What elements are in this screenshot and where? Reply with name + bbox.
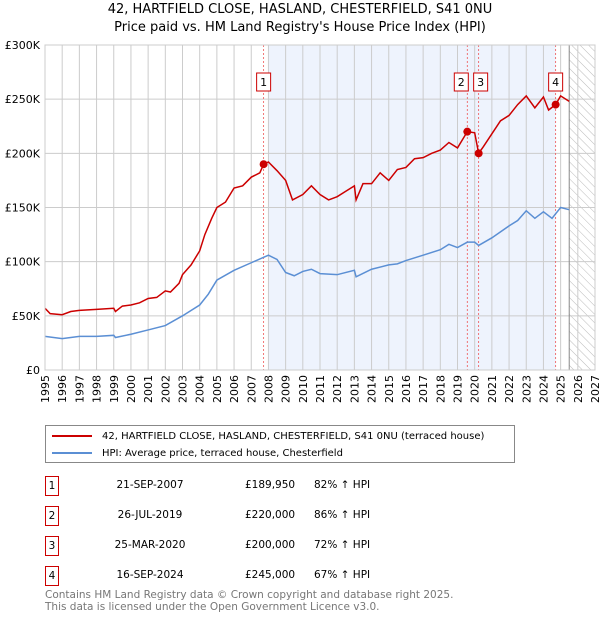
sale-label-box — [548, 72, 564, 92]
sale-marker-box: 3 — [45, 536, 59, 556]
footer-line: Contains HM Land Registry data © Crown c… — [45, 589, 454, 601]
series-line — [44, 206, 570, 340]
x-tick-label: 2016 — [400, 375, 413, 403]
x-tick-label: 2003 — [177, 375, 190, 403]
x-tick-label: 1997 — [73, 375, 86, 403]
x-tick-label: 2009 — [280, 375, 293, 403]
x-tick-label: 2011 — [314, 375, 327, 403]
x-tick-label: 2005 — [211, 375, 224, 403]
sale-point — [474, 149, 483, 158]
x-tick-label: 2020 — [469, 375, 482, 403]
sale-price: £245,000 — [245, 569, 296, 581]
x-tick-label: 2024 — [537, 375, 550, 403]
sale-hpi: 72% ↑ HPI — [314, 539, 371, 551]
legend: 42, HARTFIELD CLOSE, HASLAND, CHESTERFIE… — [45, 425, 515, 463]
x-tick-label: 2017 — [417, 375, 430, 403]
x-tick-label: 2014 — [366, 375, 379, 403]
sale-label-box — [473, 72, 489, 92]
x-tick-label: 2025 — [555, 375, 568, 403]
series-line — [44, 94, 570, 316]
sale-date: 21-SEP-2007 — [116, 479, 184, 491]
x-tick-label: 2010 — [297, 375, 310, 403]
x-tick-label: 1995 — [39, 375, 52, 403]
sale-hpi: 82% ↑ HPI — [314, 479, 371, 491]
x-tick-label: 2000 — [125, 375, 138, 403]
y-tick-label: £0 — [26, 364, 40, 377]
plot-border — [44, 44, 596, 371]
x-tick-label: 2002 — [159, 375, 172, 403]
x-tick-label: 2021 — [486, 375, 499, 403]
y-tick-label: £300K — [5, 39, 41, 52]
y-tick-label: £250K — [5, 93, 41, 106]
x-tick-label: 1999 — [108, 375, 121, 403]
x-tick-label: 2027 — [589, 375, 600, 403]
x-tick-label: 2022 — [503, 375, 516, 403]
sale-label-box — [256, 72, 272, 92]
sale-marker-box: 1 — [45, 476, 59, 496]
sale-date: 26-JUL-2019 — [117, 509, 183, 521]
x-tick-label: 2006 — [228, 375, 241, 403]
sale-date: 25-MAR-2020 — [114, 539, 186, 551]
legend-label: HPI: Average price, terraced house, Ches… — [102, 447, 343, 459]
table-row: 1 21-SEP-2007 £189,950 82% ↑ HPI — [45, 476, 445, 498]
sale-price: £189,950 — [245, 479, 296, 491]
footer-line: This data is licensed under the Open Gov… — [45, 601, 380, 613]
legend-swatch-red — [52, 435, 92, 437]
sale-hpi: 86% ↑ HPI — [314, 509, 371, 521]
sale-label: 1 — [260, 76, 267, 89]
sale-date: 16-SEP-2024 — [116, 569, 184, 581]
chart-title: 42, HARTFIELD CLOSE, HASLAND, CHESTERFIE… — [107, 2, 493, 17]
sale-point — [259, 160, 268, 169]
x-tick-label: 2008 — [262, 375, 275, 403]
y-tick-label: £100K — [5, 256, 41, 269]
sale-marker-box: 2 — [45, 506, 59, 526]
sale-point — [463, 127, 472, 136]
x-tick-label: 2004 — [194, 375, 207, 403]
legend-item-property: 42, HARTFIELD CLOSE, HASLAND, CHESTERFIE… — [52, 428, 484, 444]
sale-point — [551, 100, 560, 109]
sale-hpi: 67% ↑ HPI — [314, 569, 371, 581]
x-tick-label: 2013 — [348, 375, 361, 403]
sale-price: £200,000 — [245, 539, 296, 551]
x-tick-label: 2015 — [383, 375, 396, 403]
sale-label: 2 — [458, 76, 465, 89]
x-tick-label: 2019 — [452, 375, 465, 403]
table-row: 3 25-MAR-2020 £200,000 72% ↑ HPI — [45, 536, 445, 558]
x-tick-label: 2026 — [572, 375, 585, 403]
x-tick-label: 2012 — [331, 375, 344, 403]
table-row: 2 26-JUL-2019 £220,000 86% ↑ HPI — [45, 506, 445, 528]
legend-label: 42, HARTFIELD CLOSE, HASLAND, CHESTERFIE… — [102, 430, 485, 442]
y-tick-label: £50K — [12, 310, 41, 323]
legend-item-hpi: HPI: Average price, terraced house, Ches… — [52, 445, 343, 461]
sale-marker-box: 4 — [45, 566, 59, 586]
x-tick-label: 1998 — [91, 375, 104, 403]
x-tick-label: 2023 — [520, 375, 533, 403]
sale-price: £220,000 — [245, 509, 296, 521]
price-chart: 1995 1996 1997 1998 1999 2000 2001 2002 2003 2004… — [5, 39, 600, 403]
footer: Contains HM Land Registry data © Crown c… — [45, 589, 453, 613]
y-tick-label: £150K — [5, 202, 41, 215]
y-tick-label: £200K — [5, 147, 41, 160]
x-tick-label: 1996 — [56, 375, 69, 403]
x-tick-label: 2001 — [142, 375, 155, 403]
table-row: 4 16-SEP-2024 £245,000 67% ↑ HPI — [45, 566, 445, 588]
sale-label-box — [453, 72, 469, 92]
sale-label: 3 — [477, 76, 484, 89]
x-tick-label: 2007 — [245, 375, 258, 403]
legend-swatch-blue — [52, 452, 92, 454]
sale-label: 4 — [552, 76, 559, 89]
chart-subtitle: Price paid vs. HM Land Registry's House … — [114, 20, 486, 35]
x-tick-label: 2018 — [434, 375, 447, 403]
